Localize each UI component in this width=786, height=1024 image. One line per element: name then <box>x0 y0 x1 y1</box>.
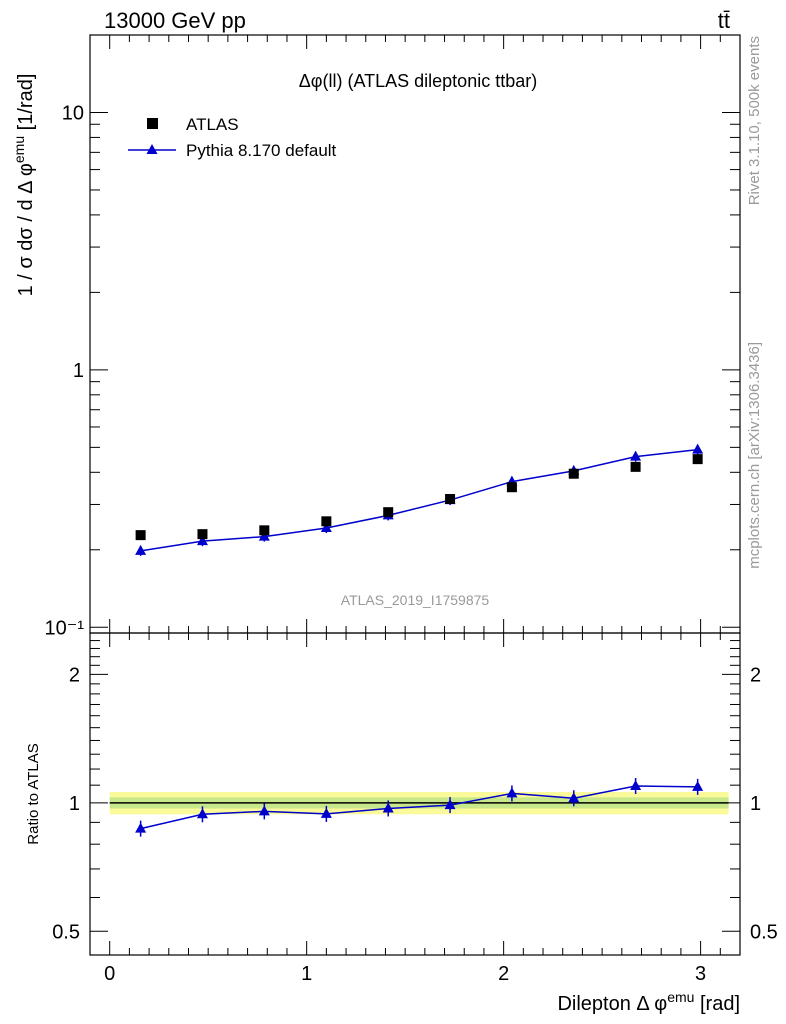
y-tick-label: 10 <box>62 102 84 124</box>
ratio-point <box>692 780 704 791</box>
pythia-point <box>320 522 332 533</box>
atlas-point <box>259 525 270 536</box>
atlas-point <box>383 507 394 518</box>
x-tick-label: 0 <box>104 963 115 985</box>
pythia-point <box>135 544 147 555</box>
pythia-point <box>258 530 270 541</box>
ratio-point <box>568 792 580 803</box>
legend-marker-pythia <box>146 144 158 154</box>
ratio-axis-ticks: 0 1 2 3 0.5 0.5 1 1 2 2 <box>52 633 778 985</box>
atlas-point <box>692 454 703 465</box>
ratio-point <box>320 807 332 818</box>
ratio-y-tick-label: 2 <box>69 664 80 686</box>
energy-label: 13000 GeV pp <box>104 8 246 33</box>
ratio-data <box>135 778 704 837</box>
ratio-y-tick-label-right: 2 <box>750 664 761 686</box>
ratio-plot-frame <box>89 632 741 956</box>
ratio-y-tick-label: 1 <box>69 793 80 815</box>
legend-marker-atlas <box>147 118 158 129</box>
ratio-point <box>444 799 456 810</box>
ratio-point <box>135 822 147 833</box>
process-label: tt̄ <box>718 8 730 33</box>
atlas-point <box>630 461 641 472</box>
ratio-point <box>506 787 518 798</box>
ratio-line <box>140 785 698 830</box>
x-axis-label: Dilepton Δ φemu [rad] <box>557 989 740 1015</box>
ratio-point <box>630 780 642 791</box>
atlas-point <box>506 482 517 493</box>
analysis-watermark: ATLAS_2019_I1759875 <box>341 592 490 608</box>
pythia-point <box>692 443 704 454</box>
y-tick-label: 10⁻¹ <box>45 617 85 639</box>
ratio-y-axis-label: Ratio to ATLAS <box>25 743 42 844</box>
x-tick-label: 1 <box>301 963 312 985</box>
rivet-info: Rivet 3.1.10, 500k events <box>746 36 763 205</box>
legend: ATLAS Pythia 8.170 default <box>128 115 337 160</box>
ratio-point <box>382 802 394 813</box>
ratio-point <box>196 808 208 819</box>
plot-title: Δφ(ll) (ATLAS dileptonic ttbar) <box>299 71 537 91</box>
legend-label-atlas: ATLAS <box>186 115 239 134</box>
ratio-y-tick-label: 0.5 <box>52 921 80 943</box>
atlas-point <box>568 468 579 479</box>
main-data <box>135 443 704 556</box>
x-tick-label: 3 <box>695 963 706 985</box>
y-tick-label: 1 <box>73 360 84 382</box>
atlas-point <box>135 530 146 541</box>
atlas-point <box>445 494 456 505</box>
ratio-y-tick-label-right: 1 <box>750 793 761 815</box>
ratio-y-tick-label-right: 0.5 <box>750 921 778 943</box>
legend-label-pythia: Pythia 8.170 default <box>186 141 337 160</box>
ratio-point <box>258 805 270 816</box>
main-y-axis-label: 1 / σ dσ / d Δ φemu [1/rad] <box>11 74 37 297</box>
pythia-line <box>140 448 698 552</box>
source-info: mcplots.cern.ch [arXiv:1306.3436] <box>746 342 763 569</box>
x-tick-label: 2 <box>498 963 509 985</box>
pythia-point <box>630 450 642 461</box>
pythia-point <box>196 535 208 546</box>
main-axis-ticks: 10⁻¹ 1 10 <box>45 34 741 639</box>
atlas-point <box>197 529 208 540</box>
atlas-point <box>321 516 332 527</box>
